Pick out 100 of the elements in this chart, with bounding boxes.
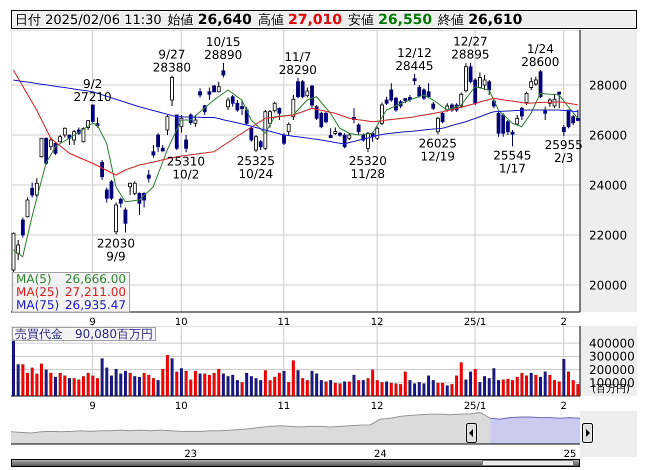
candlestick	[412, 73, 416, 86]
bar	[58, 372, 62, 396]
candlestick	[576, 109, 580, 122]
annotation: 26,935.47	[64, 298, 126, 312]
x-tick-label: 11	[277, 401, 290, 412]
bar	[348, 381, 351, 396]
bar	[166, 355, 169, 396]
text: MA(75)	[16, 298, 60, 312]
bar	[385, 381, 388, 396]
candlestick	[328, 128, 333, 139]
bar	[245, 372, 248, 396]
candlestick	[118, 197, 123, 208]
bar	[72, 378, 76, 396]
bar	[306, 380, 309, 396]
x-tick-label: 2	[560, 317, 567, 328]
candlestick	[562, 124, 566, 137]
bar	[184, 370, 188, 396]
candlestick	[366, 131, 370, 152]
annotation: 22030 9/9	[96, 236, 136, 264]
bar	[40, 364, 43, 396]
bar	[357, 380, 360, 396]
annotation: 12/27 28895	[451, 34, 490, 62]
candlestick	[356, 122, 361, 136]
text: 始値 26,640	[168, 12, 252, 28]
bar	[152, 378, 155, 396]
annotation: 10/15 28890	[204, 34, 242, 62]
text: MA(25)	[16, 285, 60, 299]
candlestick	[156, 132, 160, 152]
y-tick-label: 300000	[589, 350, 635, 364]
x-tick-label: 10	[174, 317, 188, 328]
bar	[180, 368, 183, 396]
bar	[432, 380, 435, 396]
series-label: MA(5)	[16, 272, 52, 286]
annotation: 11/7 28290	[278, 50, 317, 77]
x-tick-label: 25/1	[464, 401, 486, 412]
bar	[124, 370, 127, 396]
bar	[362, 380, 365, 396]
x-tick-label: 12	[370, 401, 384, 412]
bar	[576, 384, 580, 396]
text: 安値 26,550	[348, 12, 432, 28]
candlestick	[310, 84, 314, 108]
annotation: 26025 12/19	[418, 136, 457, 164]
candlestick	[254, 134, 258, 152]
y-tick-label: 20000	[589, 278, 628, 292]
bar	[170, 358, 174, 396]
candlestick	[272, 101, 277, 113]
bar	[301, 378, 304, 396]
bar	[352, 374, 356, 396]
candlestick	[124, 207, 128, 233]
candlestick	[524, 91, 528, 106]
x-tick-label: 25/1	[464, 317, 486, 328]
bar	[324, 381, 328, 396]
candlestick	[216, 81, 221, 93]
bar	[128, 372, 132, 396]
candlestick	[26, 197, 30, 218]
candlestick	[282, 132, 286, 146]
candlestick	[82, 127, 86, 143]
candlestick	[100, 160, 104, 180]
bar	[282, 370, 286, 396]
text: 終値 26,610	[438, 12, 522, 28]
y-tick-label: 26000	[589, 128, 628, 142]
bar	[156, 380, 160, 396]
x-tick-label: 25	[564, 449, 576, 460]
bar	[534, 374, 538, 396]
candlestick	[198, 88, 202, 98]
annotation: 9/2 27210	[74, 76, 112, 104]
candlestick	[30, 182, 34, 198]
candlestick	[72, 130, 76, 146]
bar	[63, 376, 66, 396]
candlestick	[166, 114, 170, 136]
x-tick-label: 12	[370, 317, 384, 328]
x-tick-label: 24	[374, 449, 387, 460]
bar	[296, 370, 300, 396]
bar	[338, 383, 342, 396]
bar	[567, 372, 570, 396]
bar	[320, 380, 323, 396]
x-tick-label: 10	[174, 401, 188, 412]
bar	[198, 374, 202, 396]
candlestick	[90, 104, 95, 123]
annotation: 27,211.00	[64, 285, 126, 299]
annotation: 12/12 28445	[395, 46, 434, 73]
annotation: 25325 10/24	[236, 154, 275, 181]
bar	[404, 372, 407, 396]
candlestick	[221, 62, 226, 78]
annotation: 25545 1/17	[493, 148, 532, 176]
bar	[100, 358, 104, 396]
bar	[530, 372, 533, 396]
candlestick	[286, 122, 291, 136]
bar	[329, 380, 332, 396]
candlestick	[249, 126, 254, 142]
bar	[203, 374, 206, 396]
candlestick	[436, 116, 440, 135]
candlestick	[226, 97, 230, 110]
candlestick	[440, 111, 444, 124]
annotation: 1/24 28600	[521, 42, 560, 69]
bar	[474, 368, 477, 396]
candlestick	[557, 91, 562, 109]
x-tick-label: 9	[89, 317, 96, 328]
y-tick-label: 28000	[589, 78, 628, 92]
x-tick-label: 2	[560, 401, 567, 412]
